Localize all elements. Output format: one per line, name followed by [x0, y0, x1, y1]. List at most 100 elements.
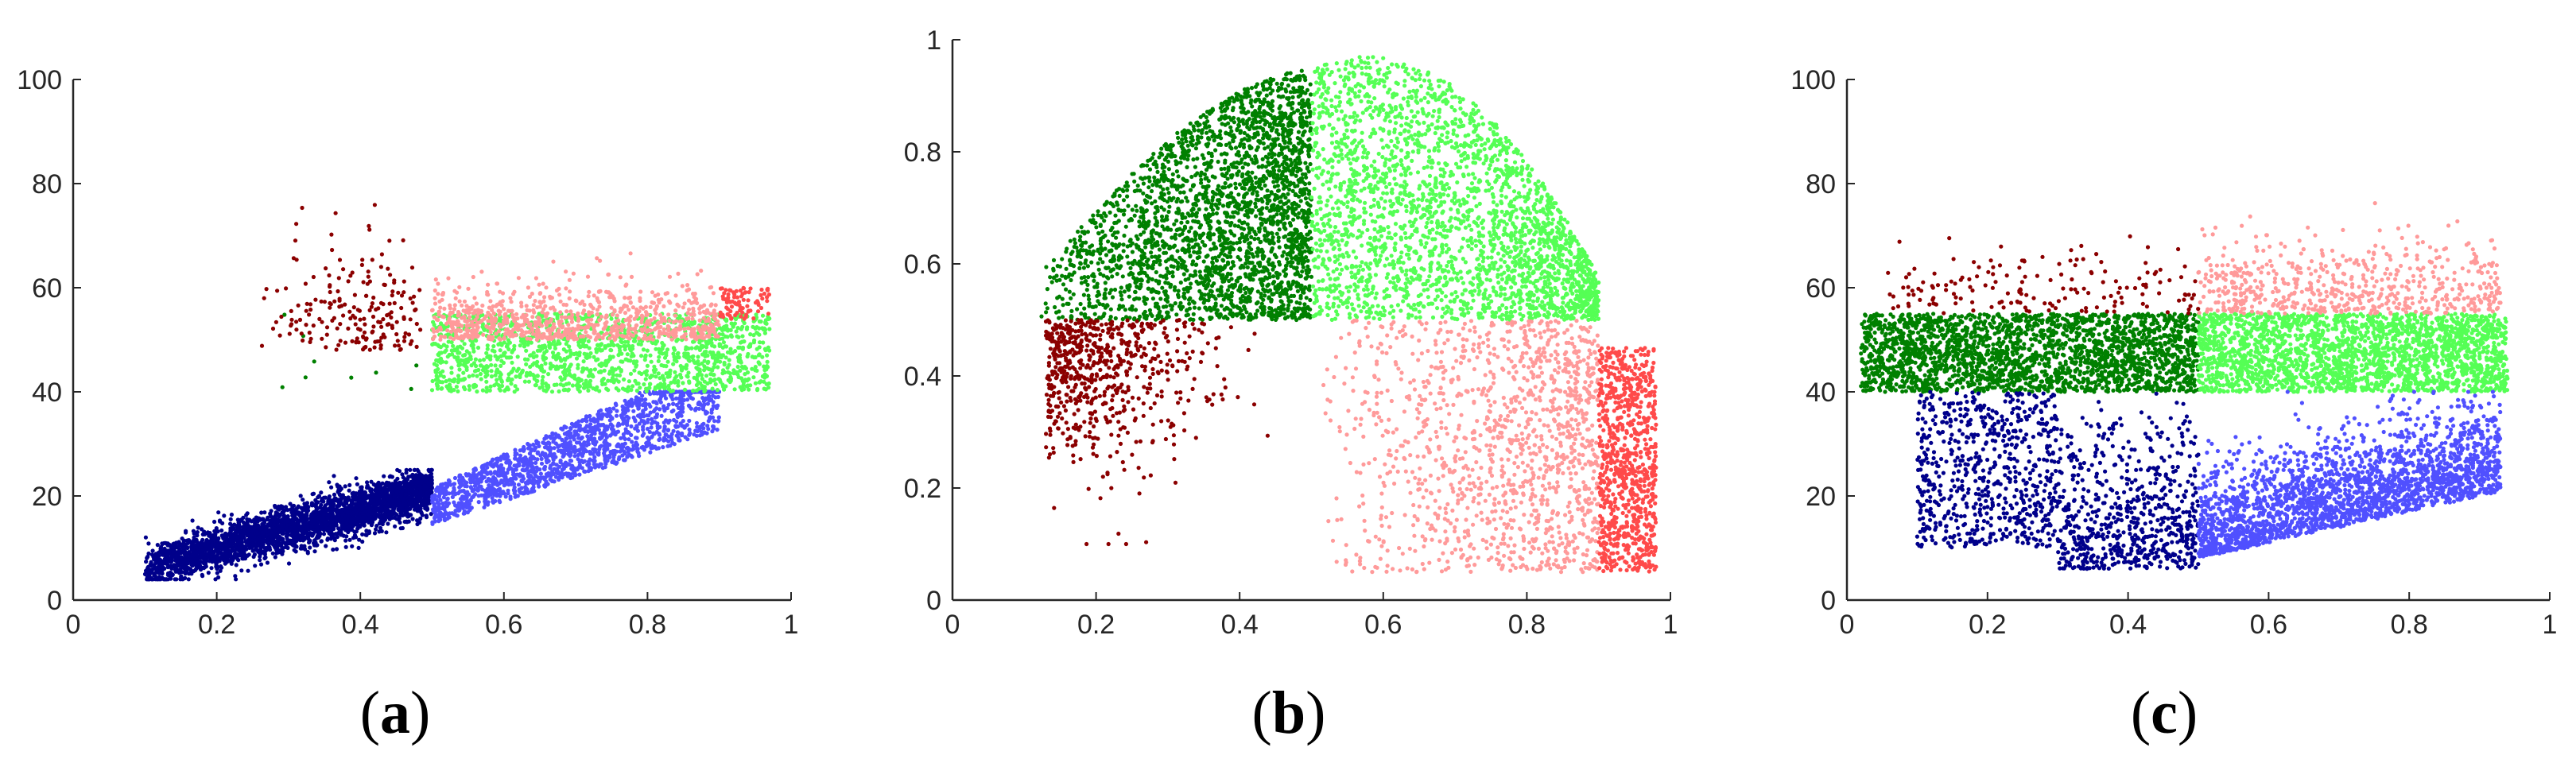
- scatter-point: [614, 403, 619, 408]
- scatter-point: [343, 538, 348, 543]
- scatter-point: [711, 424, 716, 429]
- scatter-point: [429, 482, 433, 487]
- scatter-point: [572, 454, 577, 459]
- scatter-point: [246, 529, 251, 533]
- scatter-point: [695, 424, 700, 429]
- scatter-point: [253, 523, 258, 528]
- scatter-point: [215, 537, 220, 542]
- scatter-point: [635, 413, 641, 418]
- scatter-point: [445, 496, 450, 502]
- scatter-point: [404, 505, 409, 509]
- scatter-point: [211, 537, 215, 542]
- scatter-point: [450, 490, 455, 496]
- scatter-point: [378, 525, 383, 530]
- scatter-point: [526, 441, 530, 447]
- scatter-point: [489, 369, 494, 374]
- scatter-point: [235, 517, 240, 522]
- scatter-point: [325, 537, 330, 542]
- scatter-point: [713, 382, 718, 386]
- scatter-point: [146, 551, 151, 556]
- scatter-point: [646, 417, 650, 423]
- scatter-point: [598, 423, 603, 428]
- scatter-point: [168, 559, 173, 564]
- scatter-point: [223, 532, 227, 536]
- scatter-point: [305, 504, 310, 509]
- scatter-point: [268, 511, 273, 516]
- series-light_blue: [429, 389, 722, 526]
- scatter-point: [437, 492, 443, 497]
- scatter-point: [353, 508, 358, 513]
- scatter-point: [172, 563, 177, 567]
- scatter-point: [391, 486, 396, 490]
- scatter-point: [374, 501, 378, 505]
- scatter-point: [579, 436, 584, 441]
- scatter-point: [242, 556, 248, 561]
- scatter-point: [396, 507, 401, 513]
- scatter-point: [628, 358, 633, 363]
- scatter-point: [479, 493, 484, 498]
- scatter-point: [685, 437, 690, 442]
- scatter-point: [332, 536, 337, 540]
- scatter-point: [692, 432, 696, 437]
- scatter-point: [560, 442, 565, 447]
- scatter-point: [464, 472, 468, 477]
- scatter-point: [352, 529, 357, 534]
- scatter-point: [586, 339, 591, 343]
- scatter-point: [237, 530, 242, 535]
- scatter-point: [549, 463, 553, 468]
- scatter-point: [634, 442, 638, 447]
- scatter-point: [596, 464, 601, 469]
- scatter-point: [212, 529, 217, 533]
- scatter-point: [334, 497, 339, 502]
- scatter-point: [211, 533, 215, 538]
- scatter-point: [201, 566, 207, 571]
- scatter-point: [561, 427, 565, 432]
- scatter-point: [301, 498, 305, 502]
- scatter-point: [512, 488, 517, 493]
- scatter-point: [206, 571, 211, 575]
- scatter-point: [745, 325, 750, 330]
- scatter-point: [410, 517, 415, 521]
- scatter-point: [566, 429, 572, 434]
- scatter-point: [334, 521, 339, 527]
- scatter-point: [568, 453, 572, 459]
- scatter-point: [298, 494, 303, 498]
- scatter-point: [265, 560, 270, 565]
- scatter-point: [530, 465, 535, 470]
- scatter-point: [336, 526, 341, 531]
- scatter-point: [329, 485, 334, 490]
- scatter-point: [517, 461, 522, 466]
- scatter-point: [363, 533, 368, 537]
- scatter-point: [474, 482, 479, 486]
- scatter-point: [700, 396, 705, 401]
- scatter-point: [331, 532, 336, 536]
- scatter-point: [531, 482, 537, 486]
- scatter-point: [556, 448, 561, 453]
- scatter-point: [491, 457, 495, 462]
- scatter-point: [675, 430, 681, 435]
- scatter-point: [222, 513, 227, 518]
- scatter-point: [308, 545, 312, 550]
- scatter-point: [146, 541, 151, 546]
- scatter-point: [653, 420, 658, 424]
- scatter-point: [336, 502, 341, 507]
- scatter-point: [202, 559, 207, 564]
- scatter-point: [596, 412, 601, 417]
- scatter-point: [464, 484, 469, 489]
- scatter-point: [301, 529, 306, 534]
- scatter-point: [447, 515, 452, 520]
- scatter-point: [456, 380, 460, 385]
- scatter-point: [150, 577, 155, 582]
- scatter-point: [665, 419, 671, 424]
- scatter-point: [458, 473, 463, 478]
- scatter-point: [559, 471, 564, 475]
- scatter-point: [502, 453, 508, 459]
- scatter-point: [429, 512, 433, 517]
- scatter-point: [400, 488, 405, 494]
- scatter-point: [756, 360, 761, 365]
- scatter-point: [280, 529, 285, 534]
- scatter-point: [643, 401, 649, 406]
- scatter-point: [204, 543, 208, 548]
- scatter-point: [261, 535, 266, 540]
- scatter-point: [547, 441, 552, 446]
